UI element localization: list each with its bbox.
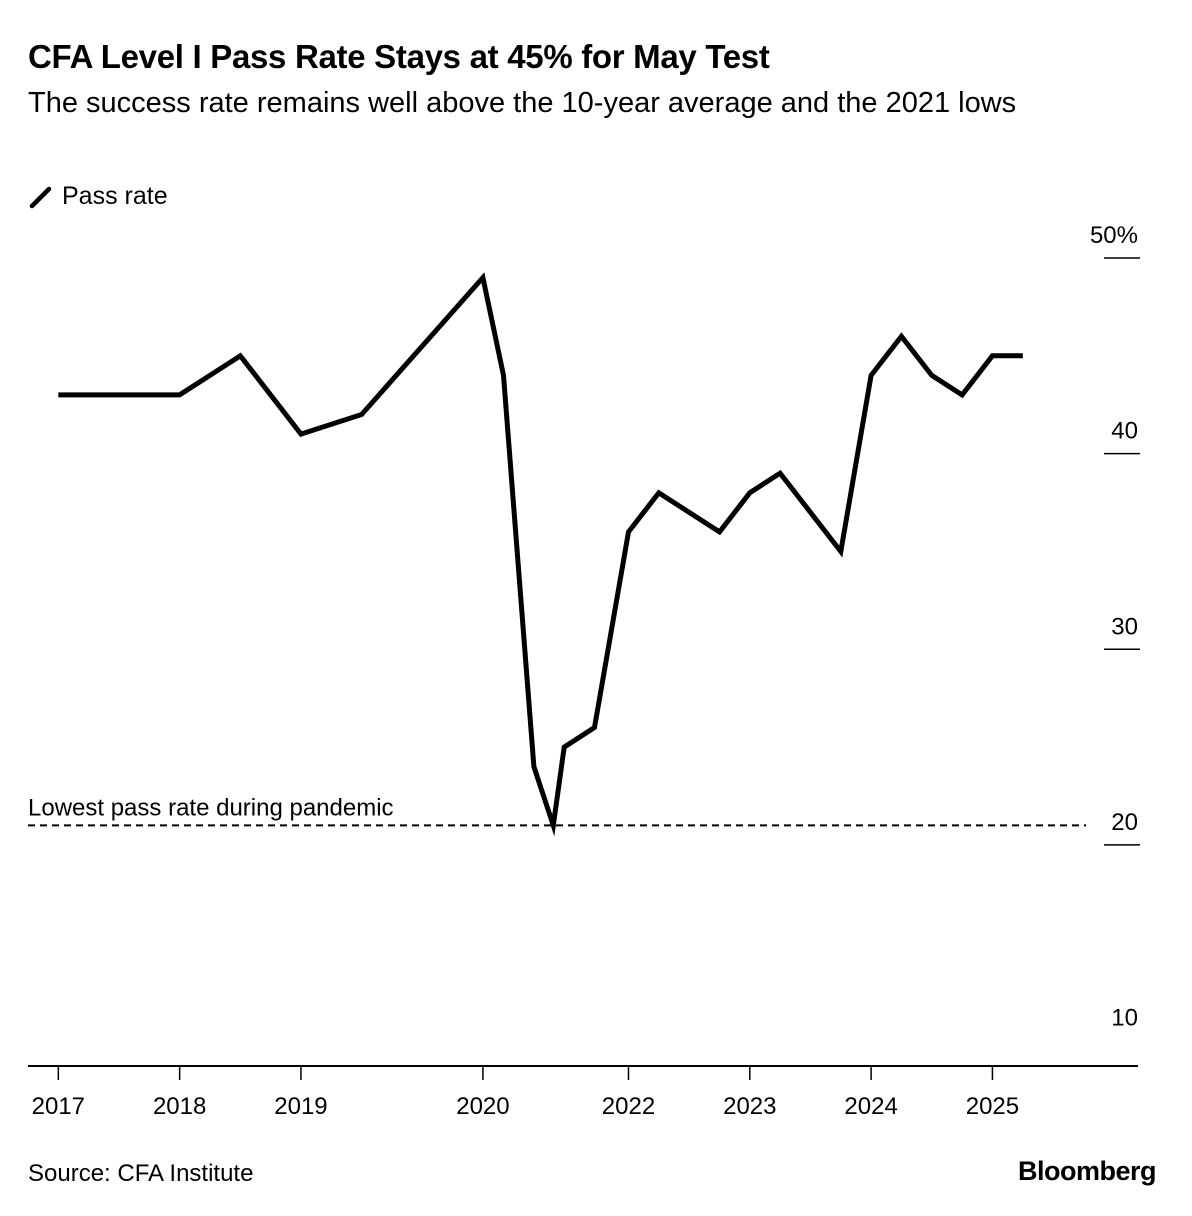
x-tick-label-3: 2020 <box>456 1093 509 1120</box>
x-tick-label-0: 2017 <box>32 1093 85 1120</box>
series-line-pass-rate <box>58 272 1023 837</box>
x-tick-label-1: 2018 <box>153 1093 206 1120</box>
annotation-label-0: Lowest pass rate during pandemic <box>28 794 394 821</box>
x-tick-label-6: 2024 <box>844 1093 897 1120</box>
x-tick-label-2: 2019 <box>274 1093 327 1120</box>
bloomberg-logo: Bloomberg <box>1017 1156 1157 1186</box>
y-tick-label-0: 50% <box>1090 222 1138 249</box>
legend: Pass rate <box>28 182 168 211</box>
x-tick-label-5: 2023 <box>723 1093 776 1120</box>
y-tick-label-2: 30 <box>1111 613 1138 640</box>
chart-subtitle: The success rate remains well above the … <box>28 87 1017 119</box>
y-tick-label-3: 20 <box>1111 809 1138 836</box>
legend-label: Pass rate <box>62 182 168 210</box>
x-tick-label-7: 2025 <box>966 1093 1019 1120</box>
y-tick-label-1: 40 <box>1111 418 1138 445</box>
x-tick-label-4: 2022 <box>602 1093 655 1120</box>
line-swatch-icon <box>29 186 52 208</box>
y-tick-label-4: 10 <box>1111 1005 1138 1032</box>
chart-title: CFA Level I Pass Rate Stays at 45% for M… <box>28 38 770 75</box>
source-note: Source: CFA Institute <box>28 1160 254 1187</box>
